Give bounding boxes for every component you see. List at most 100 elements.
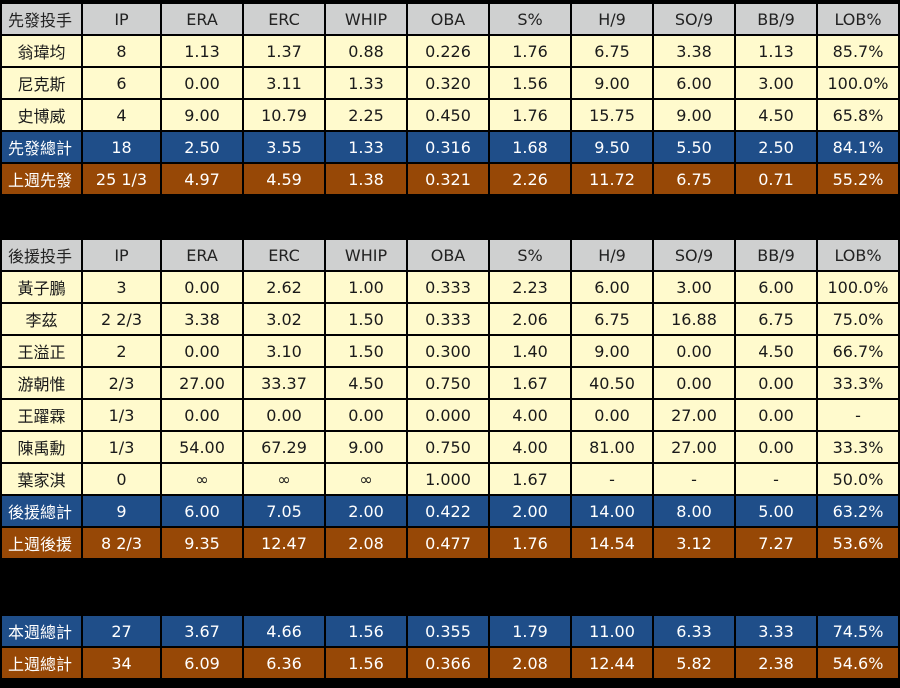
- stat-cell: 25 1/3: [83, 164, 160, 194]
- column-header: WHIP: [326, 240, 406, 270]
- stat-cell: 1.50: [326, 304, 406, 334]
- stat-cell: 1.40: [490, 336, 570, 366]
- stat-cell: 7.05: [244, 496, 324, 526]
- relievers-body: 後援投手 IP ERA ERC WHIP OBA S% H/9 SO/9 BB/9 LOB% 黃子鵬 3…: [2, 240, 898, 558]
- stat-cell: 3.00: [736, 68, 816, 98]
- starters-header-row: 先發投手 IP ERA ERC WHIP OBA S% H/9 SO/9 BB/9 LOB%: [2, 4, 898, 34]
- stat-cell: 50.0%: [818, 464, 898, 494]
- pitcher-row: 翁瑋均 8 1.13 1.37 0.88 0.226 1.76 6.75 3.38 1.13 85.…: [2, 36, 898, 66]
- stat-cell: 84.1%: [818, 132, 898, 162]
- stat-cell: 0.71: [736, 164, 816, 194]
- pitcher-row: 游朝惟 2/3 27.00 33.37 4.50 0.750 1.67 40.50 0.00 0.…: [2, 368, 898, 398]
- stat-cell: 15.75: [572, 100, 652, 130]
- pitcher-row-name: 葉家淇: [2, 464, 81, 494]
- stat-cell: 54.00: [162, 432, 242, 462]
- stat-cell: 9.00: [162, 100, 242, 130]
- stat-cell: 2.00: [326, 496, 406, 526]
- pitcher-row-name: 尼克斯: [2, 68, 81, 98]
- stat-cell: 4.00: [490, 400, 570, 430]
- stat-cell: 4.50: [736, 100, 816, 130]
- stat-cell: 6.75: [572, 304, 652, 334]
- stat-cell: 0.00: [162, 336, 242, 366]
- column-header: OBA: [408, 4, 488, 34]
- stat-cell: 100.0%: [818, 68, 898, 98]
- column-header: ERA: [162, 4, 242, 34]
- stat-cell: 0.00: [736, 368, 816, 398]
- stat-cell: 9.50: [572, 132, 652, 162]
- stat-cell: 27.00: [654, 432, 734, 462]
- stat-cell: 2.62: [244, 272, 324, 302]
- stat-cell: 4: [83, 100, 160, 130]
- stat-cell: 66.7%: [818, 336, 898, 366]
- stat-cell: 9: [83, 496, 160, 526]
- stat-cell: 2.23: [490, 272, 570, 302]
- stat-cell: 14.00: [572, 496, 652, 526]
- stat-cell: 1/3: [83, 432, 160, 462]
- stat-cell: 1.67: [490, 464, 570, 494]
- stat-cell: 1.67: [490, 368, 570, 398]
- stat-cell: 9.00: [572, 336, 652, 366]
- stat-cell: 4.66: [244, 616, 324, 646]
- stat-cell: 18: [83, 132, 160, 162]
- relievers-header-row: 後援投手 IP ERA ERC WHIP OBA S% H/9 SO/9 BB/9 LOB%: [2, 240, 898, 270]
- stat-cell: 12.47: [244, 528, 324, 558]
- column-header: IP: [83, 4, 160, 34]
- stat-cell: 8 2/3: [83, 528, 160, 558]
- starters-header-label: 先發投手: [2, 4, 81, 34]
- stat-cell: 65.8%: [818, 100, 898, 130]
- pitcher-row-name: 王躍霖: [2, 400, 81, 430]
- stat-cell: 2.50: [736, 132, 816, 162]
- stat-cell: 3.11: [244, 68, 324, 98]
- column-header: LOB%: [818, 4, 898, 34]
- stat-cell: 0.300: [408, 336, 488, 366]
- stat-cell: 5.82: [654, 648, 734, 678]
- starters-total-row-name: 先發總計: [2, 132, 81, 162]
- stat-cell: 27: [83, 616, 160, 646]
- stat-cell: ∞: [162, 464, 242, 494]
- stat-cell: 6.75: [572, 36, 652, 66]
- stat-cell: 75.0%: [818, 304, 898, 334]
- stat-cell: 4.97: [162, 164, 242, 194]
- stat-cell: 1.68: [490, 132, 570, 162]
- stat-cell: 6.00: [654, 68, 734, 98]
- stat-cell: 2/3: [83, 368, 160, 398]
- stat-cell: 2.08: [326, 528, 406, 558]
- stat-cell: 0.366: [408, 648, 488, 678]
- column-header: H/9: [572, 4, 652, 34]
- stat-cell: 100.0%: [818, 272, 898, 302]
- stat-cell: 1.37: [244, 36, 324, 66]
- stat-cell: 2.08: [490, 648, 570, 678]
- column-header: SO/9: [654, 240, 734, 270]
- pitcher-row-name: 史博威: [2, 100, 81, 130]
- stat-cell: 0.422: [408, 496, 488, 526]
- stat-cell: 3.12: [654, 528, 734, 558]
- stat-cell: 55.2%: [818, 164, 898, 194]
- stat-cell: 1.000: [408, 464, 488, 494]
- stat-cell: 2.06: [490, 304, 570, 334]
- stat-cell: -: [818, 400, 898, 430]
- stat-cell: 7.27: [736, 528, 816, 558]
- stat-cell: 3: [83, 272, 160, 302]
- stat-cell: 3.02: [244, 304, 324, 334]
- stat-cell: 0.355: [408, 616, 488, 646]
- starters-total-row: 先發總計 18 2.50 3.55 1.33 0.316 1.68 9.50 5.50 2.50 8…: [2, 132, 898, 162]
- stat-cell: 0.333: [408, 304, 488, 334]
- column-header: S%: [490, 240, 570, 270]
- stat-cell: 27.00: [654, 400, 734, 430]
- stat-cell: 3.00: [654, 272, 734, 302]
- column-header: SO/9: [654, 4, 734, 34]
- stat-cell: 27.00: [162, 368, 242, 398]
- stat-cell: 81.00: [572, 432, 652, 462]
- stat-cell: 1/3: [83, 400, 160, 430]
- stat-cell: 6.33: [654, 616, 734, 646]
- stat-cell: 2.00: [490, 496, 570, 526]
- stat-cell: 3.55: [244, 132, 324, 162]
- stat-cell: 1.56: [326, 616, 406, 646]
- stat-cell: 11.72: [572, 164, 652, 194]
- stat-cell: 6.00: [162, 496, 242, 526]
- stat-cell: 1.13: [736, 36, 816, 66]
- stat-cell: 4.50: [736, 336, 816, 366]
- pitcher-row: 陳禹勳 1/3 54.00 67.29 9.00 0.750 4.00 81.00 27.00 0…: [2, 432, 898, 462]
- stat-cell: 1.76: [490, 100, 570, 130]
- starters-last-week-row-name: 上週先發: [2, 164, 81, 194]
